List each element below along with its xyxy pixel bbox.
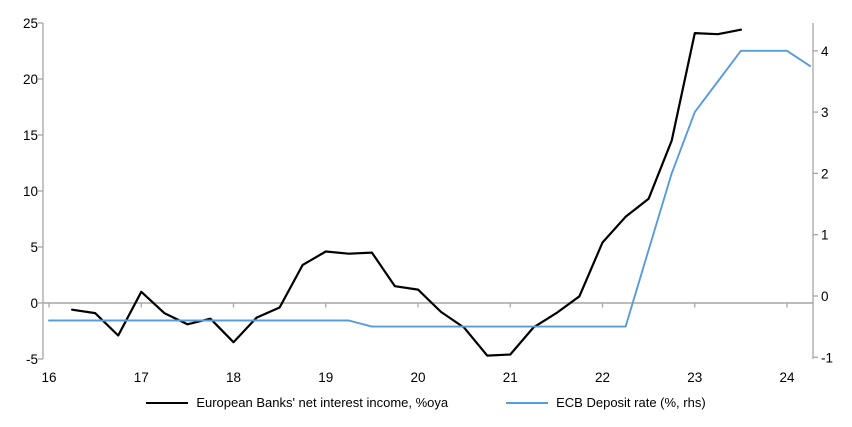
left-axis-tick-label: 25 <box>23 16 38 31</box>
left-axis-tick-label: 15 <box>23 128 38 143</box>
legend: European Banks' net interest income, %oy… <box>0 395 852 410</box>
left-axis-tick-label: 10 <box>23 184 38 199</box>
series-line-ecb-deposit-rate <box>48 49 812 328</box>
right-axis-tick-label: -1 <box>821 350 833 365</box>
x-axis-tick-label: 16 <box>41 370 56 385</box>
left-axis-tick-label: -5 <box>26 352 38 367</box>
left-axis-tick-label: 5 <box>30 240 38 255</box>
left-axis-tick-label: 20 <box>23 72 38 87</box>
legend-label-ecb-deposit-rate: ECB Deposit rate (%, rhs) <box>556 395 706 410</box>
x-axis-tick-label: 20 <box>410 370 425 385</box>
right-axis-tick-label: 2 <box>821 166 829 181</box>
right-axis-tick-label: 0 <box>821 289 829 304</box>
x-axis-tick-label: 17 <box>134 370 149 385</box>
legend-line-swatch-black <box>146 401 189 404</box>
legend-line-swatch-blue <box>506 401 549 404</box>
x-axis-tick-label: 22 <box>595 370 610 385</box>
x-axis-tick-label: 23 <box>687 370 702 385</box>
x-axis-tick-label: 21 <box>503 370 518 385</box>
right-axis-tick-label: 4 <box>821 44 829 59</box>
series-line-net-interest-income <box>70 28 743 357</box>
x-axis-tick-label: 18 <box>226 370 241 385</box>
legend-item-ecb-deposit-rate: ECB Deposit rate (%, rhs) <box>506 395 706 410</box>
x-axis-tick-label: 19 <box>318 370 333 385</box>
x-axis-tick-label: 24 <box>779 370 795 385</box>
legend-item-net-interest-income: European Banks' net interest income, %oy… <box>146 395 448 410</box>
legend-label-net-interest-income: European Banks' net interest income, %oy… <box>196 395 449 410</box>
right-axis-tick-label: 3 <box>821 105 829 120</box>
left-axis-tick-label: 0 <box>30 296 38 311</box>
right-axis-tick-label: 1 <box>821 228 829 243</box>
